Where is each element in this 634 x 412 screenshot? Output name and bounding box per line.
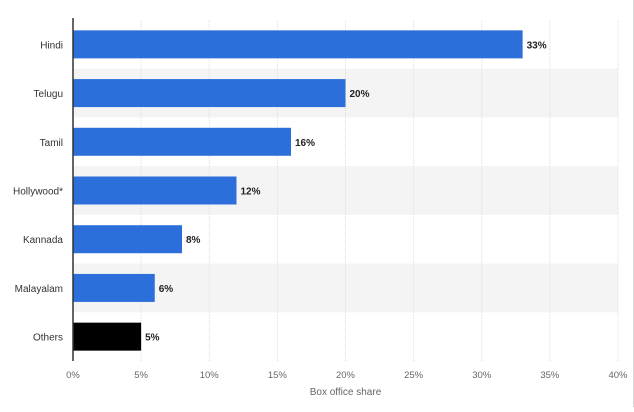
value-label: 16% (295, 138, 315, 149)
bars (73, 30, 523, 351)
value-label: 6% (159, 284, 174, 295)
category-label: Others (33, 333, 63, 344)
category-label: Malayalam (15, 284, 63, 295)
x-tick-label: 20% (336, 370, 356, 381)
x-tick-label: 35% (540, 370, 560, 381)
category-label: Telugu (34, 89, 63, 100)
bar (73, 127, 291, 156)
category-label: Hindi (40, 40, 63, 51)
value-label: 20% (350, 89, 370, 100)
x-axis-title: Box office share (310, 387, 382, 398)
bar (73, 225, 182, 254)
x-tick-label: 15% (268, 370, 288, 381)
x-tick-labels: 0% 5% 10% 15% 20% 25% 30% 35% 40% (66, 370, 628, 381)
bar (73, 30, 523, 59)
category-label: Hollywood* (13, 187, 63, 198)
value-label: 33% (527, 40, 547, 51)
x-tick-label: 5% (134, 370, 148, 381)
x-tick-label: 10% (200, 370, 220, 381)
bar (73, 176, 237, 205)
vertical-gridlines (140, 20, 619, 361)
value-labels: 33% 20% 16% 12% 8% 6% 5% (145, 40, 547, 343)
category-labels: Hindi Telugu Tamil Hollywood* Kannada Malayal… (13, 40, 63, 343)
x-tick-label: 30% (472, 370, 492, 381)
x-tick-label: 25% (404, 370, 424, 381)
category-label: Tamil (40, 138, 63, 149)
bar (73, 273, 155, 302)
x-tick-label: 0% (66, 370, 80, 381)
value-label: 8% (186, 235, 201, 246)
bar (73, 79, 346, 108)
value-label: 12% (241, 187, 261, 198)
bar (73, 322, 142, 351)
category-label: Kannada (23, 235, 63, 246)
x-tick-label: 40% (608, 370, 628, 381)
value-label: 5% (145, 333, 160, 344)
